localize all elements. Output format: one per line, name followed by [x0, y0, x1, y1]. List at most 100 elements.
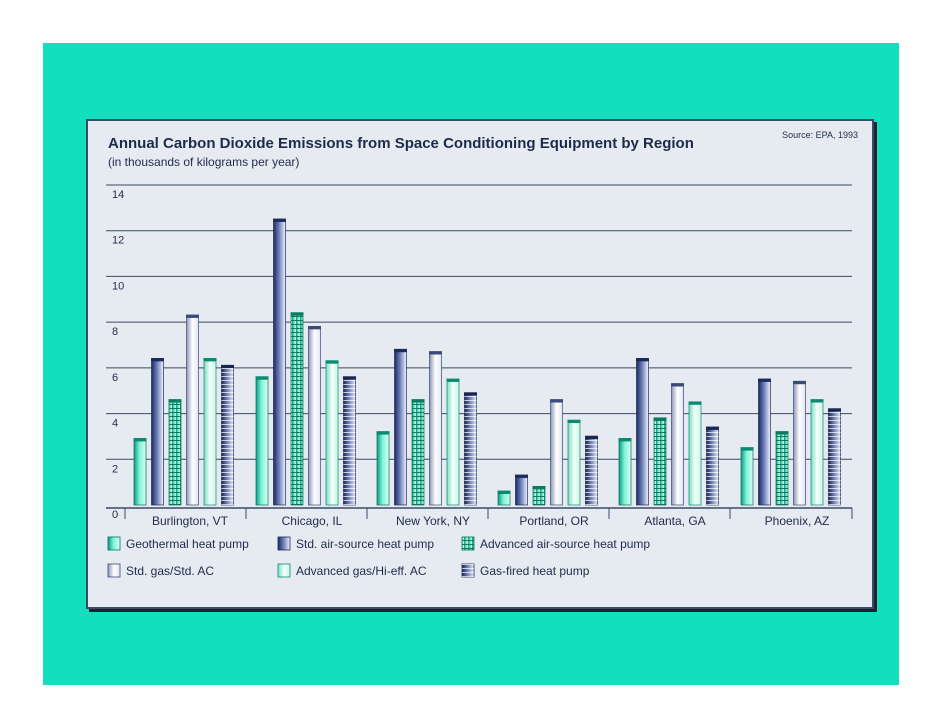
bar-cap-advgas-3	[567, 419, 581, 423]
chart-panel	[86, 119, 874, 609]
y-tick-label-8: 8	[112, 326, 118, 338]
y-tick-label-10: 10	[112, 280, 124, 292]
x-category-label-4: Atlanta, GA	[644, 514, 705, 528]
legend-swatch-geo	[107, 536, 121, 551]
bar-stdair-0	[151, 360, 164, 506]
x-category-label-0: Burlington, VT	[152, 514, 229, 528]
bar-cap-stdair-4	[636, 358, 649, 361]
bar-texture-gasfired-1	[343, 379, 356, 505]
bar-geo-3	[497, 493, 511, 506]
bar-stdgas-2	[429, 353, 442, 506]
bar-stdgas-5	[793, 383, 806, 506]
chart-subtitle: (in thousands of kilograms per year)	[108, 155, 300, 169]
bar-advair-2	[411, 401, 425, 506]
bar-cap-geo-4	[618, 438, 632, 441]
bar-cap-advgas-5	[810, 399, 824, 403]
bar-cap-advair-3	[532, 486, 546, 489]
bar-texture-gasfired-2	[464, 395, 477, 505]
bar-texture-gasfired-4	[706, 429, 719, 505]
bar-cap-gasfired-1	[343, 376, 356, 380]
y-tick-label-2: 2	[112, 463, 118, 475]
chart-source: Source: EPA, 1993	[782, 130, 858, 140]
bar-cap-stdair-5	[758, 378, 771, 382]
bar-cap-advair-5	[775, 431, 789, 435]
bar-stdgas-1	[308, 328, 321, 506]
bar-advair-1	[290, 314, 304, 506]
bar-advair-0	[168, 401, 182, 506]
bar-cap-stdair-2	[394, 348, 407, 352]
bar-stdair-1	[273, 221, 286, 506]
bar-advgas-2	[446, 381, 460, 506]
bar-stdgas-3	[550, 401, 563, 506]
bar-geo-0	[133, 440, 147, 506]
legend-swatch-stdair	[277, 536, 291, 551]
bar-cap-gasfired-3	[585, 435, 598, 439]
bar-cap-stdair-0	[151, 358, 164, 361]
bar-texture-gasfired-0	[221, 367, 234, 505]
bar-cap-advair-2	[411, 399, 425, 403]
bar-cap-geo-2	[376, 431, 390, 435]
bar-advgas-3	[567, 422, 581, 506]
x-category-label-1: Chicago, IL	[282, 514, 343, 528]
bar-stdair-2	[394, 351, 407, 506]
bar-cap-gasfired-4	[706, 426, 719, 430]
bar-cap-geo-3	[497, 490, 511, 494]
bar-cap-stdgas-5	[793, 380, 806, 384]
bar-advgas-1	[325, 362, 339, 506]
bar-cap-stdgas-3	[550, 399, 563, 403]
legend-swatch-advgas	[277, 563, 291, 578]
y-tick-label-14: 14	[112, 189, 124, 201]
bar-geo-5	[740, 449, 754, 506]
x-category-label-2: New York, NY	[396, 514, 470, 528]
legend-swatch-stdgas	[107, 563, 121, 578]
bar-advair-5	[775, 433, 789, 506]
legend-swatch-texture-gasfired	[462, 564, 474, 577]
bar-cap-advgas-4	[688, 401, 702, 405]
x-category-label-5: Phoenix, AZ	[765, 514, 830, 528]
legend-label-geo: Geothermal heat pump	[126, 537, 249, 551]
bar-cap-advair-0	[168, 399, 182, 403]
bar-advgas-0	[203, 360, 217, 506]
legend-label-stdair: Std. air-source heat pump	[296, 537, 434, 551]
bar-cap-gasfired-5	[828, 408, 841, 412]
bar-cap-stdair-1	[273, 218, 286, 222]
bar-cap-advgas-1	[325, 360, 339, 364]
bar-advair-4	[653, 420, 667, 506]
bar-geo-1	[255, 378, 269, 506]
bar-cap-geo-1	[255, 376, 269, 380]
bar-cap-advgas-2	[446, 378, 460, 382]
bar-cap-stdgas-1	[308, 326, 321, 329]
bar-cap-stdgas-2	[429, 351, 442, 355]
bar-stdgas-0	[186, 317, 199, 506]
bar-advgas-4	[688, 404, 702, 506]
y-tick-label-6: 6	[112, 372, 118, 384]
legend-label-stdgas: Std. gas/Std. AC	[126, 564, 214, 578]
chart-title: Annual Carbon Dioxide Emissions from Spa…	[108, 135, 694, 152]
bar-geo-2	[376, 433, 390, 506]
bar-stdair-5	[758, 381, 771, 506]
bar-texture-gasfired-5	[828, 411, 841, 505]
bar-cap-advair-1	[290, 312, 304, 316]
legend-label-advgas: Advanced gas/Hi-eff. AC	[296, 564, 427, 578]
bar-cap-geo-5	[740, 447, 754, 451]
bar-cap-stdair-3	[515, 474, 528, 478]
bar-texture-gasfired-3	[585, 438, 598, 505]
bar-cap-gasfired-0	[221, 364, 234, 368]
bar-advgas-5	[810, 401, 824, 506]
bar-cap-advgas-0	[203, 358, 217, 361]
bar-stdgas-4	[671, 385, 684, 506]
y-tick-label-12: 12	[112, 235, 124, 247]
legend-label-gasfired: Gas-fired heat pump	[480, 564, 590, 578]
legend-swatch-advair	[461, 536, 475, 551]
y-tick-label-0: 0	[112, 509, 118, 521]
bar-cap-stdgas-0	[186, 314, 199, 318]
bar-stdair-3	[515, 477, 528, 506]
bar-cap-gasfired-2	[464, 392, 477, 396]
y-tick-label-4: 4	[112, 418, 118, 430]
bar-cap-advair-4	[653, 417, 667, 421]
bar-geo-4	[618, 440, 632, 506]
x-category-label-3: Portland, OR	[519, 514, 589, 528]
bar-cap-geo-0	[133, 438, 147, 441]
bar-stdair-4	[636, 360, 649, 506]
